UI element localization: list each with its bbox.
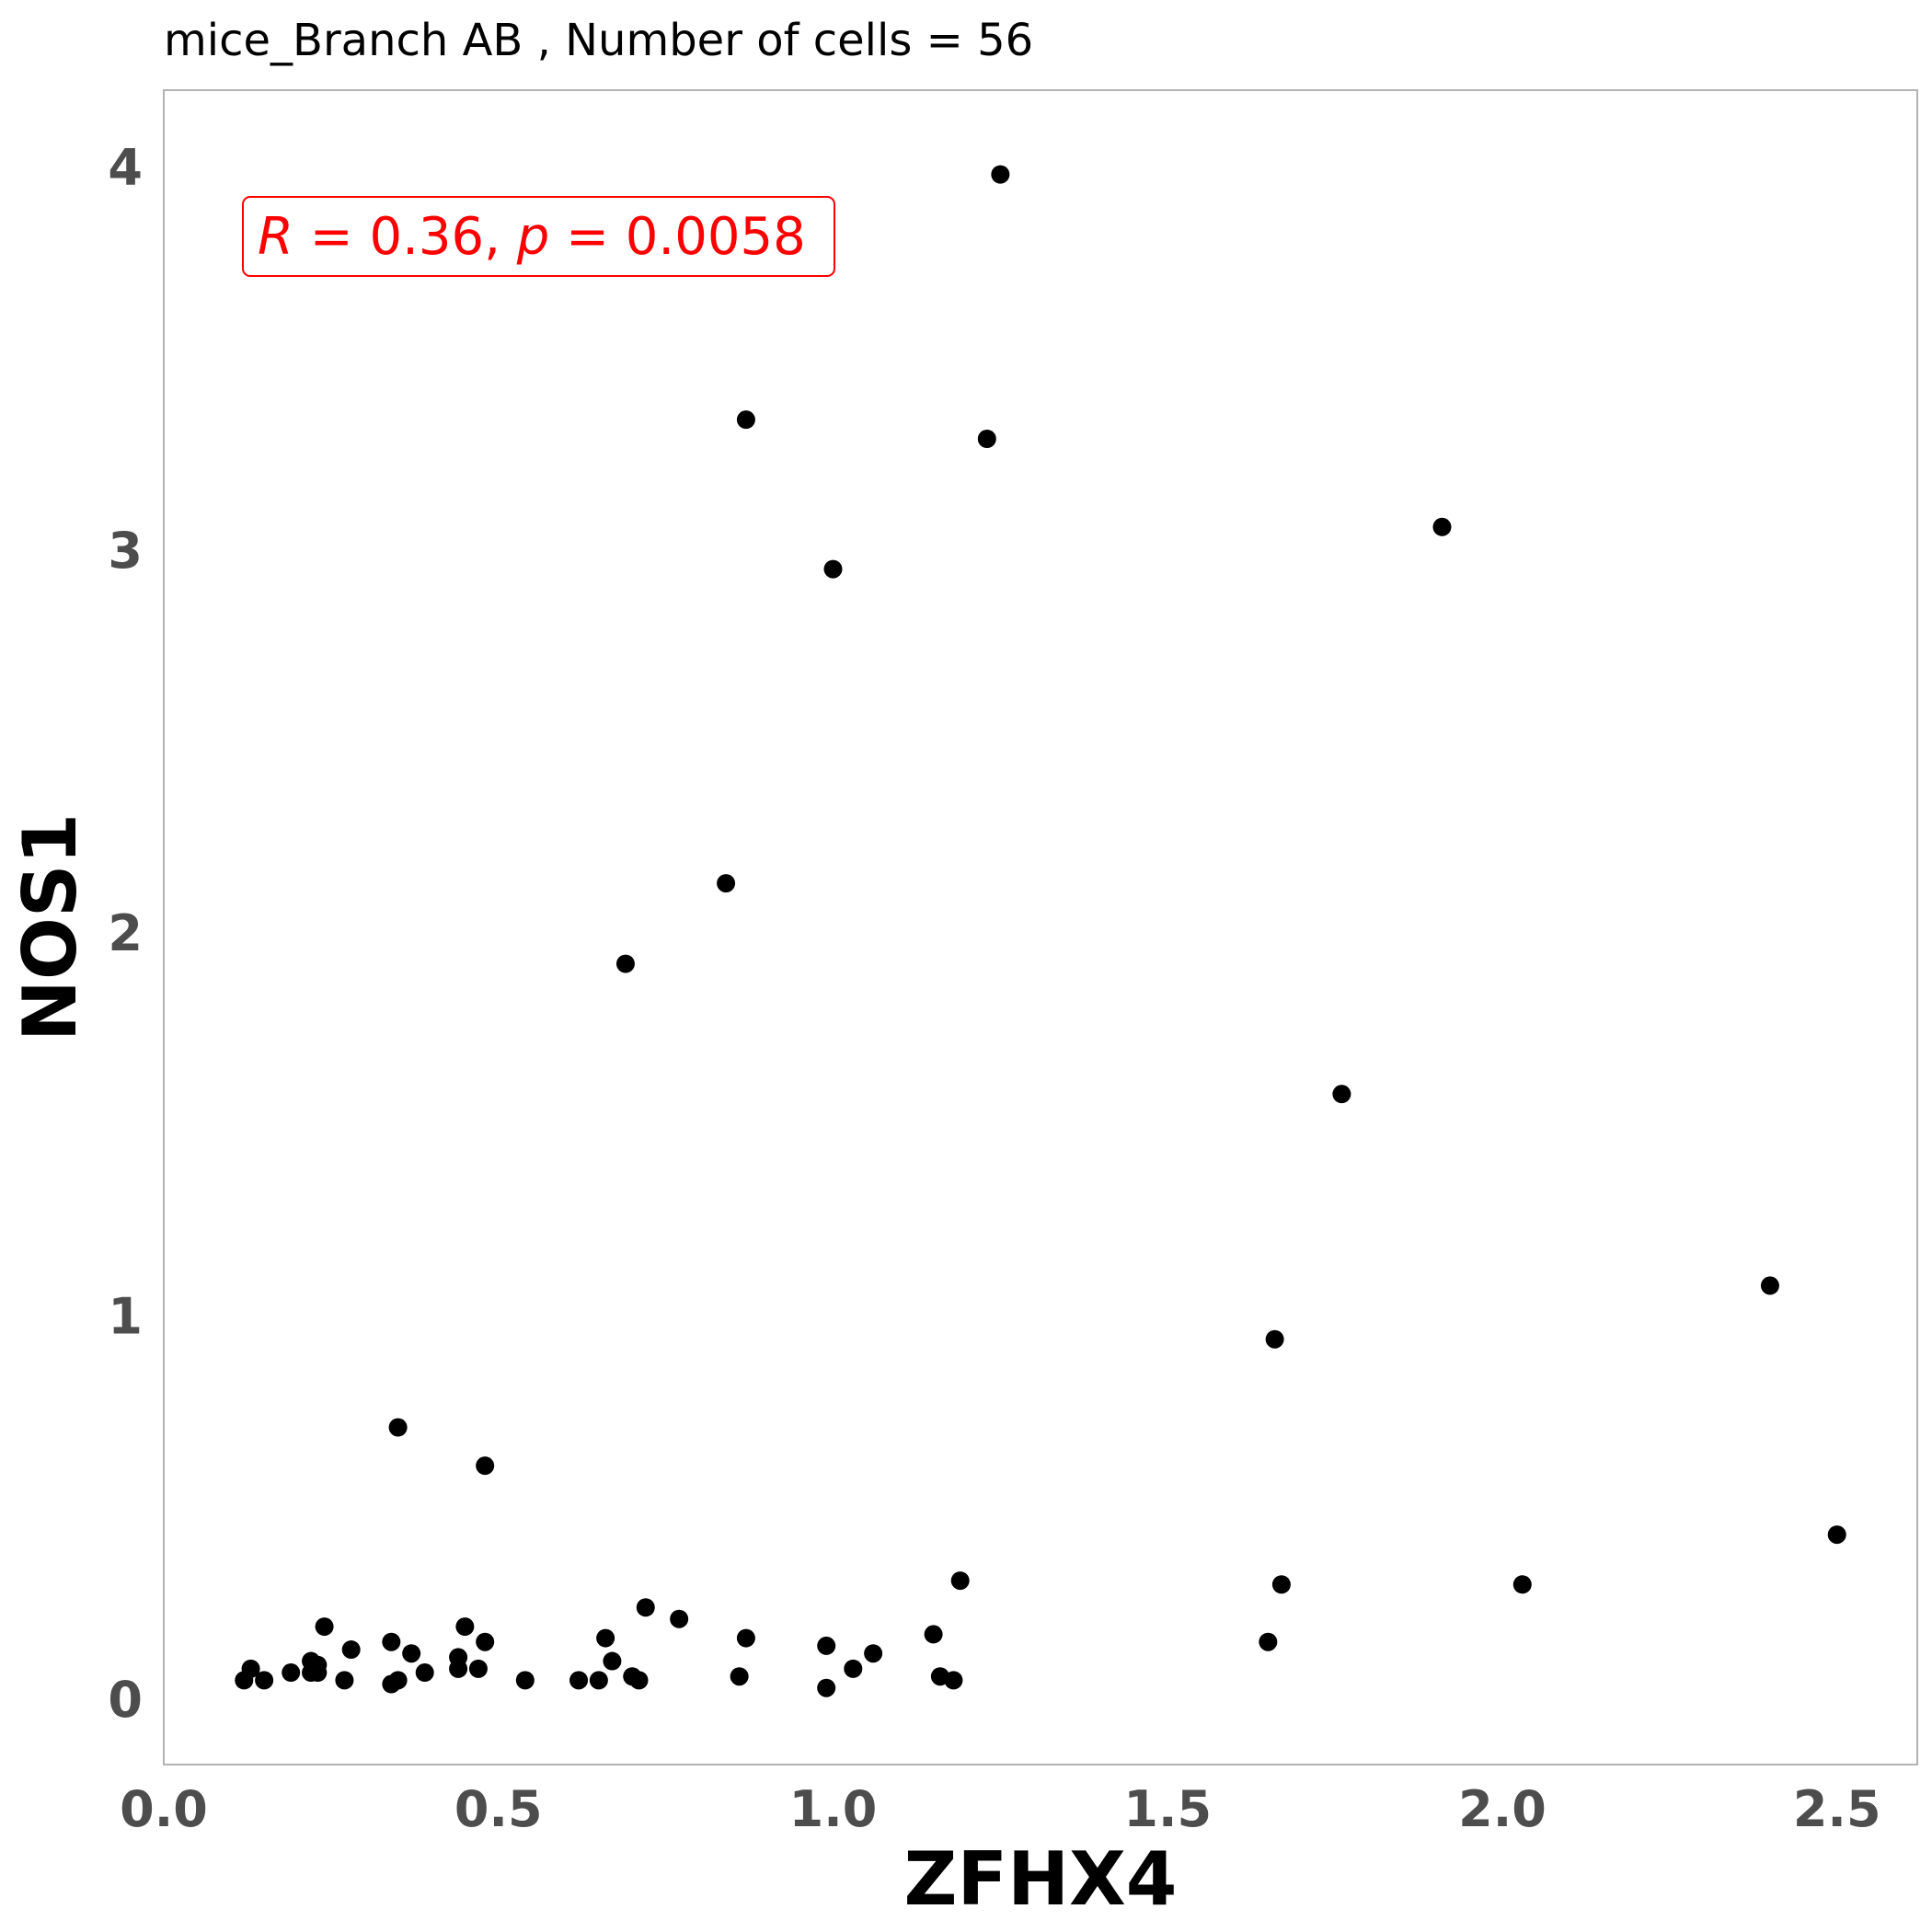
data-point: [615, 954, 635, 973]
data-point: [1760, 1276, 1779, 1295]
y-tick-labels: 0 1 2 3 4: [108, 138, 143, 1729]
data-point: [455, 1617, 475, 1637]
data-point: [315, 1617, 334, 1637]
data-point: [717, 874, 736, 893]
p-value: = 0.0058: [549, 207, 805, 267]
data-point: [402, 1644, 421, 1663]
data-point: [388, 1671, 408, 1690]
data-point: [991, 165, 1010, 184]
data-point: [1259, 1632, 1278, 1651]
data-point: [670, 1609, 689, 1628]
chart-title: mice_Branch AB , Number of cells = 56: [164, 15, 1033, 66]
data-point: [736, 1628, 755, 1648]
x-tick-label: 0.0: [120, 1780, 208, 1838]
data-point: [844, 1659, 863, 1678]
data-point: [1432, 517, 1452, 536]
y-tick-label: 2: [108, 904, 143, 962]
plot-frame: [163, 89, 1918, 1765]
y-tick-label: 1: [108, 1288, 143, 1346]
data-point: [415, 1663, 434, 1683]
y-tick-label: 0: [108, 1671, 143, 1729]
data-point: [476, 1456, 495, 1476]
x-tick-label: 1.0: [789, 1780, 878, 1838]
data-point: [388, 1418, 408, 1437]
data-point: [1512, 1575, 1532, 1594]
data-point: [341, 1640, 361, 1660]
data-point: [596, 1628, 615, 1648]
svg-text:R = 0.36, p = 0.0058: R = 0.36, p = 0.0058: [258, 207, 806, 267]
annotation-box: [242, 196, 835, 277]
data-point: [1265, 1329, 1284, 1349]
data-point: [629, 1671, 649, 1690]
data-point: [950, 1571, 970, 1591]
data-point: [476, 1632, 495, 1651]
data-point: [382, 1632, 401, 1651]
data-point: [1827, 1525, 1846, 1545]
x-tick-label: 2.5: [1793, 1780, 1881, 1838]
data-point: [468, 1659, 488, 1678]
data-point: [255, 1671, 274, 1690]
data-point: [817, 1636, 836, 1655]
x-tick-label: 0.5: [454, 1780, 543, 1838]
y-tick-label: 3: [108, 522, 143, 580]
data-point: [449, 1659, 468, 1678]
y-axis-title: NOS1: [7, 813, 93, 1041]
data-points: [235, 165, 1846, 1697]
data-point: [1271, 1575, 1291, 1594]
r-value: = 0.36,: [293, 207, 517, 267]
data-point: [924, 1625, 943, 1644]
data-point: [864, 1644, 883, 1663]
data-point: [603, 1651, 622, 1671]
data-point: [515, 1671, 535, 1690]
data-point: [589, 1671, 608, 1690]
data-point: [823, 559, 843, 579]
data-point: [282, 1663, 301, 1683]
data-point: [569, 1671, 589, 1690]
data-point: [1332, 1085, 1351, 1104]
y-tick-label: 4: [108, 138, 143, 196]
data-point: [636, 1598, 655, 1617]
data-point: [335, 1671, 354, 1690]
x-tick-label: 1.5: [1123, 1780, 1212, 1838]
correlation-annotation: R = 0.36, p = 0.0058: [242, 196, 835, 277]
r-symbol: R: [258, 207, 293, 267]
x-tick-label: 2.0: [1458, 1780, 1547, 1838]
data-point: [944, 1671, 963, 1690]
x-axis-title: ZFHX4: [904, 1836, 1178, 1922]
data-point: [302, 1663, 321, 1683]
data-point: [241, 1659, 260, 1678]
data-point: [817, 1678, 836, 1697]
p-symbol: p: [516, 207, 550, 267]
data-point: [736, 410, 755, 430]
data-point: [730, 1667, 749, 1686]
x-tick-labels: 0.0 0.5 1.0 1.5 2.0 2.5: [120, 1780, 1880, 1838]
data-point: [977, 429, 996, 448]
